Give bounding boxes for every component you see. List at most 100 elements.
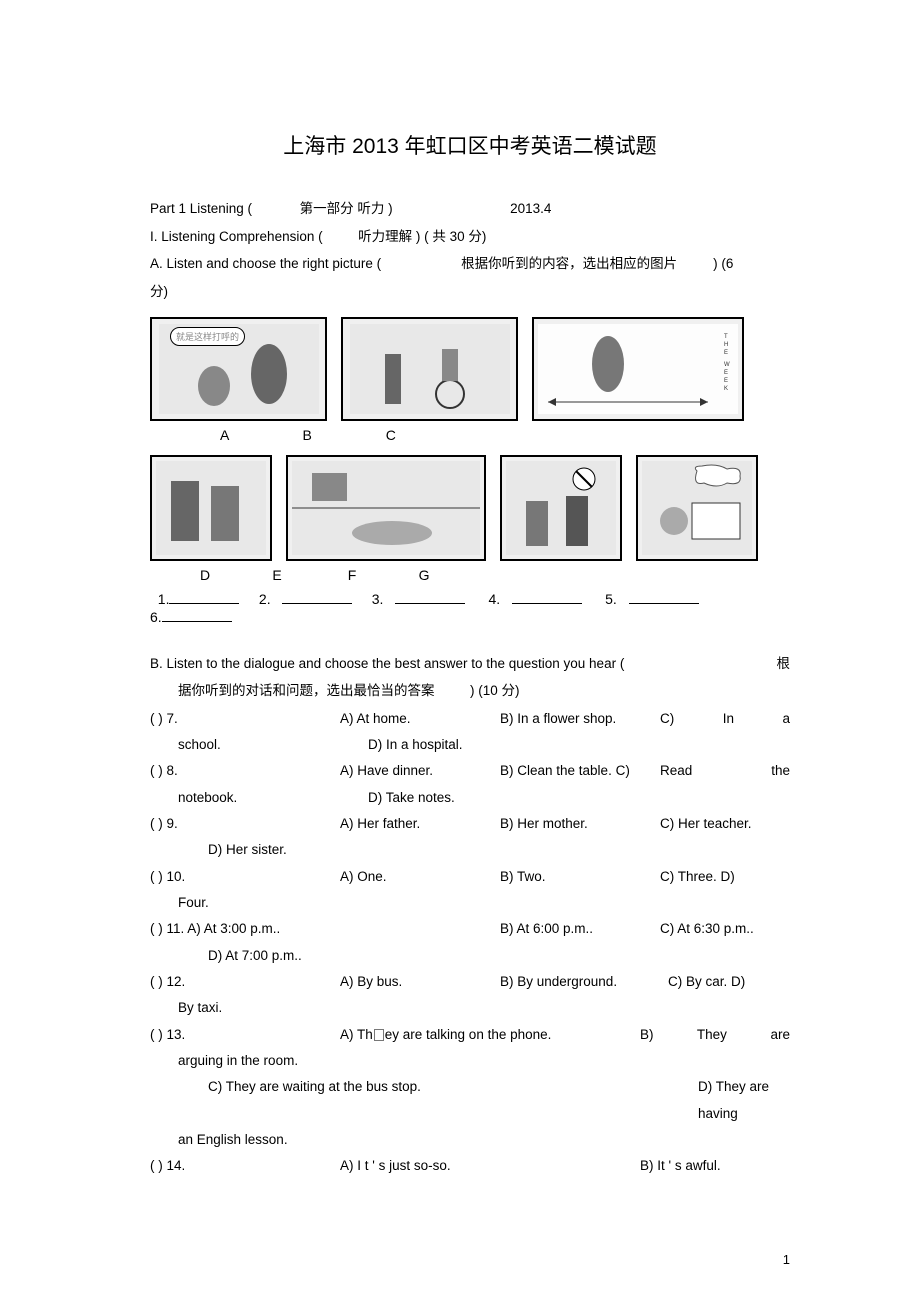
section-a-line: A. Listen and choose the right picture (… xyxy=(150,251,790,277)
section-i-line: I. Listening Comprehension ( 听力理解 ) ( 共 … xyxy=(150,224,790,250)
blank-3[interactable] xyxy=(395,589,465,604)
blank-4[interactable] xyxy=(512,589,582,604)
q10-c: C) Three. D) xyxy=(660,864,790,890)
q8-row2: notebook. D) Take notes. xyxy=(150,785,790,811)
q8-d: D) Take notes. xyxy=(368,785,528,811)
q7-num: ( ) 7. xyxy=(150,706,340,732)
q7-row: ( ) 7. A) At home. B) In a flower shop. … xyxy=(150,706,790,732)
speech-bubble: 就是这样打呼的 xyxy=(170,327,245,346)
q12-a: A) By bus. xyxy=(340,969,500,995)
q7-b: B) In a flower shop. xyxy=(500,706,660,732)
q7-row2: school. D) In a hospital. xyxy=(150,732,790,758)
cartoon-d-icon xyxy=(156,461,266,555)
part1-line: Part 1 Listening ( 第一部分 听力 ) 2013.4 xyxy=(150,196,790,222)
q9-row: ( ) 9. A) Her father. B) Her mother. C) … xyxy=(150,811,790,837)
section-b-line2: 据你听到的对话和问题，选出最恰当的答案 ) (10 分) xyxy=(150,678,790,704)
q11-num: ( ) 11. A) At 3:00 p.m.. xyxy=(150,916,500,942)
section-b-label: B. Listen to the dialogue and choose the… xyxy=(150,651,624,677)
picture-f xyxy=(500,455,622,561)
q9-row2: D) Her sister. xyxy=(150,837,790,863)
title-text: 上海市 2013 年虹口区中考英语二模试题 xyxy=(283,135,656,158)
q14-b: B) It ' s awful. xyxy=(640,1153,790,1179)
q10-a: A) One. xyxy=(340,864,500,890)
svg-text:H: H xyxy=(724,342,728,348)
q7-cont: school. xyxy=(150,732,368,758)
section-a-tail: ) (6 xyxy=(713,251,733,277)
blank-3-num: 3. xyxy=(372,591,384,607)
q7-c: C) In a xyxy=(660,706,790,732)
q13-b: B) They are xyxy=(640,1022,790,1048)
q10-num: ( ) 10. xyxy=(150,864,340,890)
part1-heading-cn: 第一部分 听力 ) xyxy=(300,201,393,216)
q11-row: ( ) 11. A) At 3:00 p.m.. B) At 6:00 p.m.… xyxy=(150,916,790,942)
section-b-line1: B. Listen to the dialogue and choose the… xyxy=(150,651,790,677)
q13-a: A) Th xyxy=(340,1027,373,1042)
section-a-tail2: 分) xyxy=(150,284,168,299)
blank-6[interactable] xyxy=(162,607,232,622)
q11-c: C) At 6:30 p.m.. xyxy=(660,916,790,942)
q8-cont: notebook. xyxy=(150,785,368,811)
section-i-label: I. Listening Comprehension ( xyxy=(150,229,323,244)
blank-2[interactable] xyxy=(282,589,352,604)
q12-cont: By taxi. xyxy=(150,995,368,1021)
q13-c: C) They are waiting at the bus stop. xyxy=(150,1074,698,1127)
q9-c: C) Her teacher. xyxy=(660,811,790,837)
question-block: ( ) 7. A) At home. B) In a flower shop. … xyxy=(150,706,790,1180)
q12-row: ( ) 12. A) By bus. B) By underground. C)… xyxy=(150,969,790,995)
q12-b: B) By underground. xyxy=(500,969,660,995)
q14-num: ( ) 14. xyxy=(150,1153,340,1179)
blank-2-num: 2. xyxy=(259,591,271,607)
blank-5[interactable] xyxy=(629,589,699,604)
q9-num: ( ) 9. xyxy=(150,811,340,837)
svg-text:K: K xyxy=(724,386,728,392)
labels-row-2: D E F G xyxy=(150,567,790,583)
svg-text:E: E xyxy=(724,370,728,376)
q11-row2: D) At 7:00 p.m.. xyxy=(150,943,790,969)
picture-c: THEWEEK xyxy=(532,317,744,421)
svg-text:E: E xyxy=(724,350,728,356)
q14-a: A) I t ' s just so-so. xyxy=(340,1153,640,1179)
page: 上海市 2013 年虹口区中考英语二模试题 Part 1 Listening (… xyxy=(0,0,920,1303)
section-b-tail: ) (10 分) xyxy=(470,683,520,698)
page-number: 1 xyxy=(783,1252,790,1267)
q12-c: C) By car. D) xyxy=(660,969,790,995)
picture-e xyxy=(286,455,486,561)
q13-row2: arguing in the room. xyxy=(150,1048,790,1074)
q10-b: B) Two. xyxy=(500,864,660,890)
q13-row3: C) They are waiting at the bus stop. D) … xyxy=(150,1074,790,1127)
q9-d: D) Her sister. xyxy=(150,837,398,863)
image-row-1: 就是这样打呼的 THEWEEK xyxy=(150,317,790,421)
q7-d: D) In a hospital. xyxy=(368,732,528,758)
blank-6-num: 6. xyxy=(150,609,162,625)
blank-1[interactable] xyxy=(169,589,239,604)
q10-cont: Four. xyxy=(150,890,368,916)
q10-row: ( ) 10. A) One. B) Two. C) Three. D) xyxy=(150,864,790,890)
q8-a: A) Have dinner. xyxy=(340,758,500,784)
cartoon-g-icon xyxy=(642,461,752,555)
blank-4-num: 4. xyxy=(488,591,500,607)
page-title: 上海市 2013 年虹口区中考英语二模试题 xyxy=(150,130,790,160)
blank-1-num: 1. xyxy=(158,591,170,607)
q13-cont2: an English lesson. xyxy=(150,1127,288,1153)
inline-img-icon xyxy=(374,1029,384,1041)
image-row-2 xyxy=(150,455,790,561)
svg-text:W: W xyxy=(724,362,730,368)
section-a-label: A. Listen and choose the right picture ( xyxy=(150,251,381,277)
cartoon-b-icon xyxy=(350,324,510,414)
picture-b xyxy=(341,317,518,421)
q8-c: Read the xyxy=(660,758,790,784)
cartoon-e-icon xyxy=(292,461,480,555)
cartoon-c-icon: THEWEEK xyxy=(538,324,738,414)
picture-a: 就是这样打呼的 xyxy=(150,317,327,421)
q11-b: B) At 6:00 p.m.. xyxy=(500,916,660,942)
q13-d: D) They are having xyxy=(698,1074,790,1127)
q13-cont: arguing in the room. xyxy=(150,1048,298,1074)
svg-text:E: E xyxy=(724,378,728,384)
section-b-line2-text: 据你听到的对话和问题，选出最恰当的答案 xyxy=(178,683,435,698)
q8-row: ( ) 8. A) Have dinner. B) Clean the tabl… xyxy=(150,758,790,784)
q13-num: ( ) 13. xyxy=(150,1022,340,1048)
q9-a: A) Her father. xyxy=(340,811,500,837)
picture-d xyxy=(150,455,272,561)
q9-b: B) Her mother. xyxy=(500,811,660,837)
blanks-row: 1. 2. 3. 4. 5. 6. xyxy=(150,589,790,625)
